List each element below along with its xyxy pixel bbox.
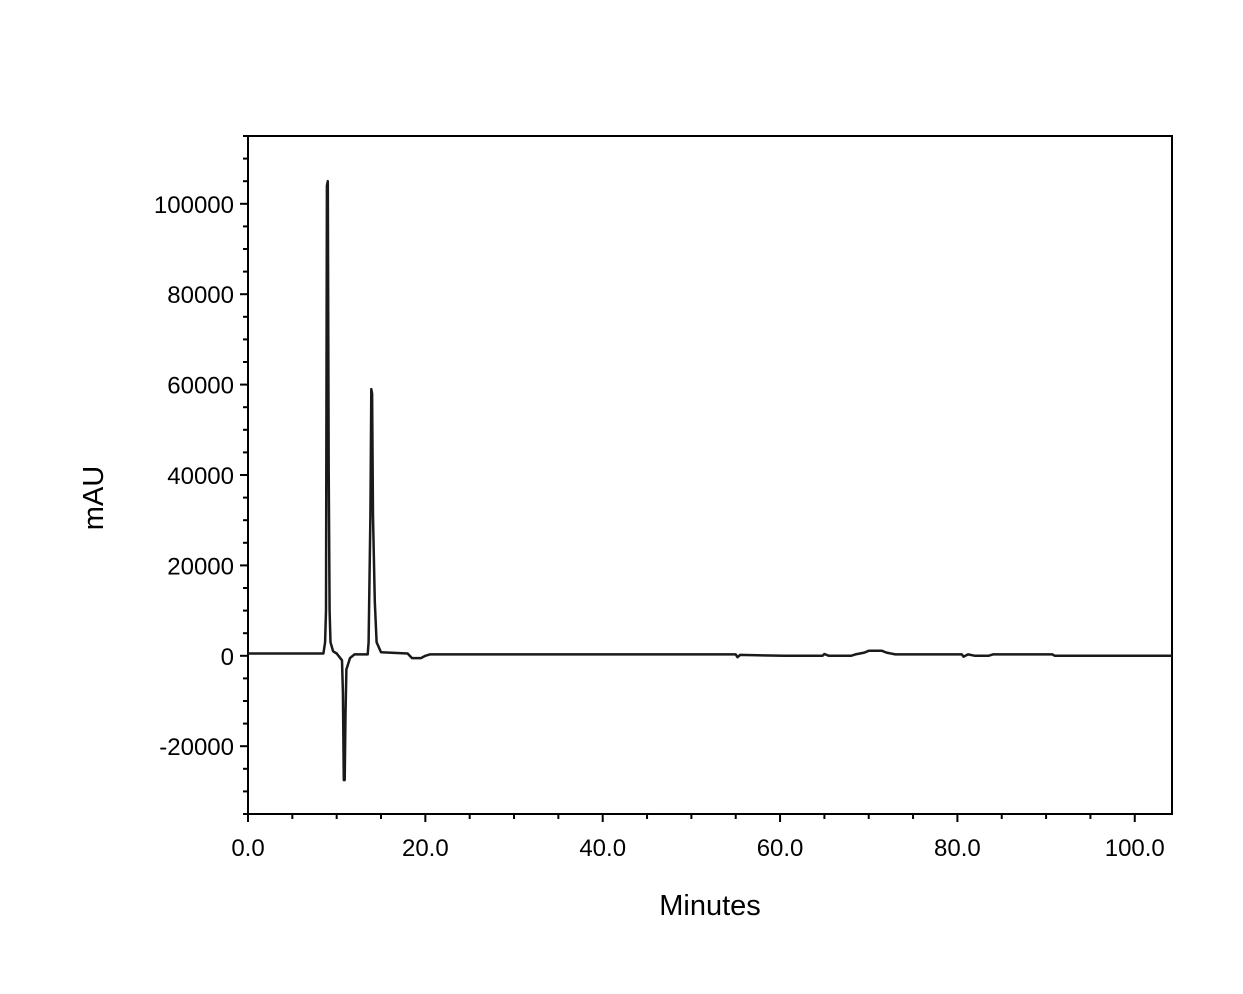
x-tick-label: 60.0 (757, 835, 804, 862)
y-tick-label: 20000 (167, 553, 234, 580)
y-tick-label: -20000 (159, 734, 234, 761)
chromatogram-trace (248, 179, 1172, 782)
x-axis-label: Minutes (659, 890, 761, 922)
x-tick-label: 40.0 (579, 835, 626, 862)
plot-frame (247, 135, 1173, 815)
y-axis-label: mAU (78, 466, 110, 530)
x-tick-label: 80.0 (934, 835, 981, 862)
y-tick-label: 0 (221, 644, 234, 671)
x-tick-label: 0.0 (231, 835, 264, 862)
x-tick-label: 100.0 (1105, 835, 1165, 862)
y-tick-label: 100000 (154, 192, 234, 219)
y-tick-label: 40000 (167, 463, 234, 490)
y-tick-label: 60000 (167, 373, 234, 400)
x-tick-label: 20.0 (402, 835, 449, 862)
y-tick-label: 80000 (167, 282, 234, 309)
